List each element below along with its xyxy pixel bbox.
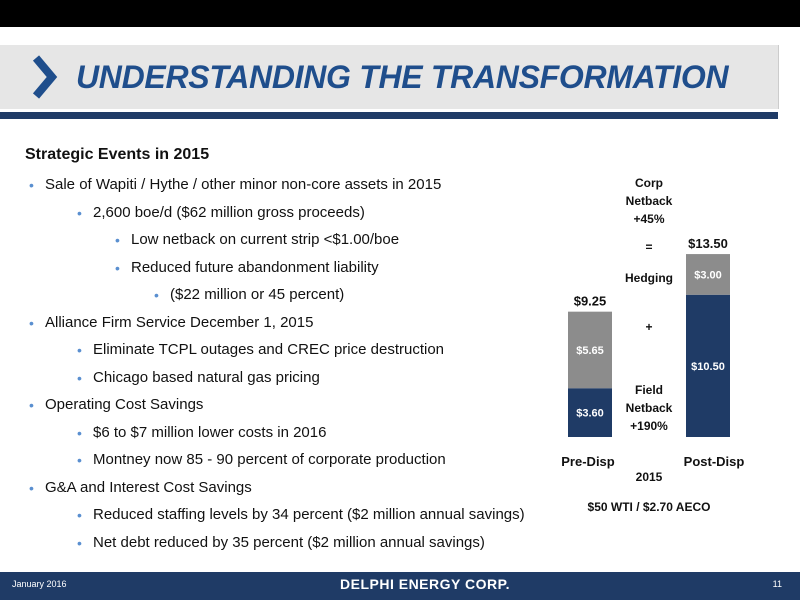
bullet-text: Reduced future abandonment liability <box>131 258 379 276</box>
bar-total-label: $9.25 <box>574 294 607 309</box>
field-netback-annotation: Field <box>635 383 663 397</box>
bullet-item: • Operating Cost Savings <box>29 396 204 414</box>
bullet-dot-icon: • <box>29 314 34 331</box>
chart-footnote: $50 WTI / $2.70 AECO <box>588 500 711 514</box>
x-axis-label: 2015 <box>636 470 663 484</box>
category-label: Post-Disp <box>684 454 745 469</box>
corp-netback-annotation: +45% <box>633 212 664 226</box>
corp-netback-annotation: Netback <box>626 194 673 208</box>
bullet-text: Eliminate TCPL outages and CREC price de… <box>93 341 445 358</box>
bullet-dot-icon: • <box>77 424 82 441</box>
bullet-dot-icon: • <box>154 287 159 303</box>
bullet-text: G&A and Interest Cost Savings <box>45 478 252 496</box>
hedging-annotation: Hedging <box>625 271 673 285</box>
bullet-item: • Net debt reduced by 35 percent ($2 mill… <box>77 533 485 552</box>
section-title: Strategic Events in 2015 <box>25 146 210 163</box>
field-netback-annotation: +190% <box>630 419 668 433</box>
bullet-text: ($22 million or 45 percent) <box>170 286 345 303</box>
bullet-dot-icon: • <box>29 177 34 193</box>
bullet-dot-icon: • <box>77 534 82 551</box>
bullet-text: Operating Cost Savings <box>45 396 204 413</box>
bullet-item: • G&A and Interest Cost Savings <box>29 478 252 497</box>
netback-chart-svg: $3.60 $5.65 $9.25 Pre-Disp $10.50 $3.00 $13.50… <box>561 176 745 514</box>
bullet-text: Chicago based natural gas pricing <box>93 368 320 386</box>
category-label: Pre-Disp <box>561 454 615 469</box>
corp-netback-annotation: Corp <box>635 176 663 190</box>
bullet-item: • Eliminate TCPL outages and CREC price d… <box>77 341 445 359</box>
bullet-item: • Low netback on current strip <$1.00/boe <box>115 231 400 249</box>
bar-segment <box>568 388 612 437</box>
bullet-dot-icon: • <box>115 232 120 248</box>
bullet-item: • Montney now 85 - 90 percent of corporat… <box>77 451 446 469</box>
bullet-text: Sale of Wapiti / Hythe / other minor non… <box>45 176 442 193</box>
bullet-dot-icon: • <box>77 507 82 523</box>
bullet-dot-icon: • <box>29 479 34 496</box>
bullet-dot-icon: • <box>77 342 82 358</box>
bullet-text: Low netback on current strip <$1.00/boe <box>131 231 400 248</box>
bullet-text: Net debt reduced by 35 percent ($2 milli… <box>93 533 485 551</box>
title-band: UNDERSTANDING THE TRANSFORMATION <box>0 45 779 109</box>
bar-value-label: $3.60 <box>576 408 604 420</box>
netback-chart: $3.60 $5.65 $9.25 Pre-Disp $10.50 $3.00 $13.50… <box>555 165 795 525</box>
bar-segment <box>686 294 730 437</box>
bar-value-label: $5.65 <box>576 345 604 357</box>
bar-segment <box>568 311 612 389</box>
bullet-item: • Chicago based natural gas pricing <box>77 368 320 387</box>
footer-date: January 2016 <box>12 579 67 589</box>
bullet-text: Montney now 85 - 90 percent of corporate… <box>93 451 446 468</box>
bar-total-label: $13.50 <box>688 236 728 251</box>
bullet-item: • $6 to $7 million lower costs in 2016 <box>77 423 327 442</box>
page-number: 11 <box>772 579 782 589</box>
bar-value-label: $10.50 <box>691 361 725 373</box>
footer-bar: January 2016 DELPHI ENERGY CORP. 11 <box>0 572 800 600</box>
plus-annotation: + <box>645 320 652 334</box>
title-rule <box>0 112 778 119</box>
bullet-dot-icon: • <box>77 369 82 386</box>
bullet-dot-icon: • <box>77 452 82 468</box>
bullet-dot-icon: • <box>115 259 120 276</box>
bullet-item: • 2,600 boe/d ($62 million gross proceeds… <box>77 203 365 222</box>
bar-segment <box>686 254 730 295</box>
bar-value-label: $3.00 <box>694 269 722 281</box>
bullet-text: Alliance Firm Service December 1, 2015 <box>45 313 314 331</box>
bullet-item: • Alliance Firm Service December 1, 2015 <box>29 313 314 332</box>
equals-annotation: = <box>645 240 652 254</box>
field-netback-annotation: Netback <box>626 401 673 415</box>
chevron-right-icon <box>32 55 58 99</box>
bullet-item: • ($22 million or 45 percent) <box>154 286 345 304</box>
page-title: UNDERSTANDING THE TRANSFORMATION <box>76 59 729 95</box>
bullet-text: 2,600 boe/d ($62 million gross proceeds) <box>93 203 365 221</box>
bullet-text: Reduced staffing levels by 34 percent ($… <box>93 506 525 523</box>
top-black-bar <box>0 0 800 27</box>
bullet-item: • Reduced future abandonment liability <box>115 258 379 277</box>
bullet-dot-icon: • <box>29 397 34 413</box>
company-logo: DELPHI ENERGY CORP. <box>340 576 511 592</box>
bullet-item: • Reduced staffing levels by 34 percent (… <box>77 506 525 524</box>
bullet-text: $6 to $7 million lower costs in 2016 <box>93 423 327 441</box>
bullet-item: • Sale of Wapiti / Hythe / other minor no… <box>29 176 442 194</box>
bullet-dot-icon: • <box>77 204 82 221</box>
